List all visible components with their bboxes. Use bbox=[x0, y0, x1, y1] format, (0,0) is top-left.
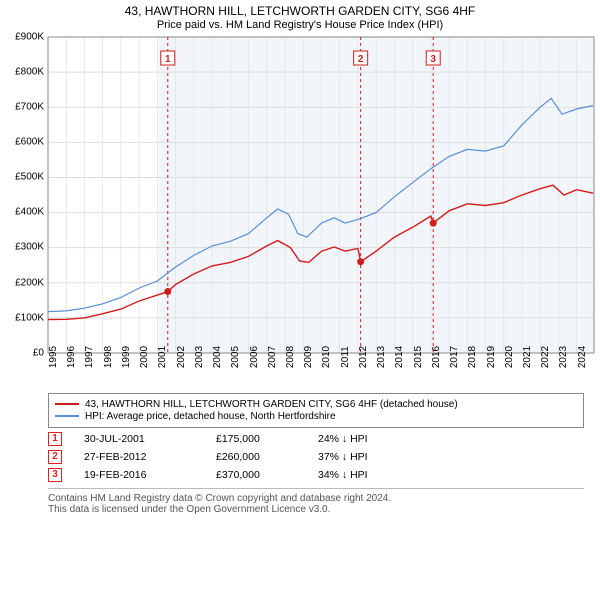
marker-dot bbox=[357, 258, 364, 265]
footer-line1: Contains HM Land Registry data © Crown c… bbox=[48, 493, 584, 504]
xtick-label: 2006 bbox=[249, 346, 260, 368]
xtick-label: 2022 bbox=[540, 346, 551, 368]
xtick-label: 2000 bbox=[139, 346, 150, 368]
xtick-label: 2011 bbox=[340, 346, 351, 368]
event-delta: 34% ↓ HPI bbox=[318, 469, 368, 481]
ytick-label: £700K bbox=[15, 101, 44, 112]
marker-dot bbox=[430, 219, 437, 226]
marker-dot bbox=[164, 288, 171, 295]
ytick-label: £600K bbox=[15, 137, 44, 148]
title-line2: Price paid vs. HM Land Registry's House … bbox=[6, 19, 594, 33]
xtick-label: 1997 bbox=[84, 346, 95, 368]
title-line1: 43, HAWTHORN HILL, LETCHWORTH GARDEN CIT… bbox=[6, 4, 594, 19]
legend-swatch bbox=[55, 415, 79, 417]
event-marker: 3 bbox=[48, 468, 62, 482]
event-date: 19-FEB-2016 bbox=[84, 469, 194, 481]
xtick-label: 2007 bbox=[267, 346, 278, 368]
xtick-label: 2023 bbox=[558, 346, 569, 368]
xtick-label: 2012 bbox=[358, 346, 369, 368]
event-delta: 24% ↓ HPI bbox=[318, 433, 368, 445]
chart-svg: 1 2 3 bbox=[48, 37, 594, 353]
xtick-label: 2005 bbox=[230, 346, 241, 368]
xtick-label: 1999 bbox=[121, 346, 132, 368]
xtick-label: 2014 bbox=[394, 346, 405, 368]
ytick-label: £200K bbox=[15, 277, 44, 288]
xtick-label: 2008 bbox=[285, 346, 296, 368]
ytick-label: £900K bbox=[15, 31, 44, 42]
xtick-label: 2016 bbox=[431, 346, 442, 368]
legend-label: HPI: Average price, detached house, Nort… bbox=[85, 411, 336, 422]
event-row: 3 19-FEB-2016 £370,000 34% ↓ HPI bbox=[48, 468, 584, 482]
ytick-label: £0 bbox=[33, 347, 44, 358]
xtick-label: 2003 bbox=[194, 346, 205, 368]
xtick-label: 2002 bbox=[176, 346, 187, 368]
event-date: 27-FEB-2012 bbox=[84, 451, 194, 463]
xtick-label: 2010 bbox=[321, 346, 332, 368]
xtick-label: 2019 bbox=[486, 346, 497, 368]
event-delta: 37% ↓ HPI bbox=[318, 451, 368, 463]
event-price: £260,000 bbox=[216, 451, 296, 463]
xtick-label: 2020 bbox=[504, 346, 515, 368]
xtick-label: 2017 bbox=[449, 346, 460, 368]
legend-row: 43, HAWTHORN HILL, LETCHWORTH GARDEN CIT… bbox=[55, 399, 577, 410]
event-marker: 1 bbox=[48, 432, 62, 446]
chart: 123£0£100K£200K£300K£400K£500K£600K£700K… bbox=[48, 37, 594, 387]
event-row: 2 27-FEB-2012 £260,000 37% ↓ HPI bbox=[48, 450, 584, 464]
marker-label-text: 2 bbox=[358, 54, 364, 65]
marker-label-text: 3 bbox=[430, 54, 436, 65]
xtick-label: 2024 bbox=[577, 346, 588, 368]
xtick-label: 1995 bbox=[48, 346, 59, 368]
marker-label-text: 1 bbox=[165, 54, 171, 65]
ytick-label: £500K bbox=[15, 172, 44, 183]
ytick-label: £300K bbox=[15, 242, 44, 253]
ytick-label: £400K bbox=[15, 207, 44, 218]
xtick-label: 2013 bbox=[376, 346, 387, 368]
chart-titles: 43, HAWTHORN HILL, LETCHWORTH GARDEN CIT… bbox=[6, 4, 594, 33]
legend-label: 43, HAWTHORN HILL, LETCHWORTH GARDEN CIT… bbox=[85, 399, 458, 410]
footer-line2: This data is licensed under the Open Gov… bbox=[48, 504, 584, 515]
xtick-label: 2021 bbox=[522, 346, 533, 368]
attribution-footer: Contains HM Land Registry data © Crown c… bbox=[48, 488, 584, 515]
xtick-label: 1998 bbox=[103, 346, 114, 368]
xtick-label: 2018 bbox=[467, 346, 478, 368]
ytick-label: £100K bbox=[15, 312, 44, 323]
legend-row: HPI: Average price, detached house, Nort… bbox=[55, 411, 577, 422]
legend-swatch bbox=[55, 403, 79, 405]
ytick-label: £800K bbox=[15, 66, 44, 77]
xtick-label: 2009 bbox=[303, 346, 314, 368]
xtick-label: 2001 bbox=[157, 346, 168, 368]
xtick-label: 1996 bbox=[66, 346, 77, 368]
event-row: 1 30-JUL-2001 £175,000 24% ↓ HPI bbox=[48, 432, 584, 446]
event-marker: 2 bbox=[48, 450, 62, 464]
events-table: 1 30-JUL-2001 £175,000 24% ↓ HPI 2 27-FEB-201… bbox=[48, 432, 584, 482]
legend-box: 43, HAWTHORN HILL, LETCHWORTH GARDEN CIT… bbox=[48, 393, 584, 428]
xtick-label: 2004 bbox=[212, 346, 223, 368]
event-price: £370,000 bbox=[216, 469, 296, 481]
xtick-label: 2015 bbox=[413, 346, 424, 368]
event-price: £175,000 bbox=[216, 433, 296, 445]
event-date: 30-JUL-2001 bbox=[84, 433, 194, 445]
